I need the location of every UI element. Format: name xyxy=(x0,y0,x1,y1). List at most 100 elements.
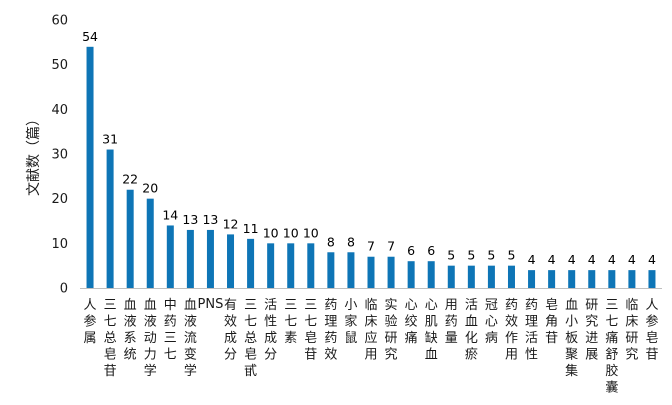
category-label: 用药量 xyxy=(445,298,458,346)
data-label: 5 xyxy=(508,248,516,263)
bar xyxy=(588,270,596,288)
data-label: 8 xyxy=(327,234,335,249)
y-tick-label: 30 xyxy=(51,148,68,163)
bar xyxy=(146,198,154,288)
category-label: PNS xyxy=(198,297,224,312)
bar xyxy=(628,270,636,288)
bar xyxy=(227,234,235,288)
data-label: 13 xyxy=(182,212,198,227)
data-label: 4 xyxy=(608,252,616,267)
category-label: 中药三七 xyxy=(164,298,177,363)
data-label: 31 xyxy=(102,132,118,147)
bar xyxy=(528,270,536,288)
category-label: 药理活性 xyxy=(525,298,538,363)
bar xyxy=(427,261,435,288)
bar xyxy=(648,270,656,288)
bar xyxy=(186,229,194,288)
bar xyxy=(367,256,375,288)
bar xyxy=(287,243,295,288)
category-label: 临床研究 xyxy=(625,298,638,363)
category-label: 心绞痛 xyxy=(405,298,418,346)
bar xyxy=(206,229,214,288)
category-label: 三七素 xyxy=(284,298,297,346)
bar xyxy=(347,252,355,288)
data-label: 54 xyxy=(82,29,98,44)
category-label: 冠心病 xyxy=(485,298,498,346)
category-label: 三七皂苷 xyxy=(304,298,317,363)
category-label: 药效作用 xyxy=(505,298,518,363)
y-tick-label: 0 xyxy=(60,282,68,297)
data-label: 4 xyxy=(568,252,576,267)
category-label: 血小板聚集 xyxy=(565,298,578,379)
y-axis-ticks: 0 10 20 30 40 50 60 xyxy=(51,14,68,297)
data-label: 10 xyxy=(303,225,319,240)
category-label: 人参属 xyxy=(84,298,97,346)
data-label: 22 xyxy=(122,172,138,187)
bar xyxy=(548,270,556,288)
bar xyxy=(327,252,335,288)
data-label: 8 xyxy=(347,234,355,249)
category-label: 有效成分 xyxy=(224,298,237,363)
data-label: 10 xyxy=(283,225,299,240)
bar xyxy=(608,270,616,288)
bar xyxy=(307,243,315,288)
y-tick-label: 50 xyxy=(51,58,68,73)
bar xyxy=(387,256,395,288)
bar xyxy=(126,189,134,288)
category-label: 血液流变学 xyxy=(184,298,197,379)
category-label: 血液动力学 xyxy=(144,298,157,379)
data-label: 5 xyxy=(487,248,495,263)
y-tick-label: 60 xyxy=(51,14,68,29)
data-label: 7 xyxy=(367,239,375,254)
category-label: 临床应用 xyxy=(364,298,377,363)
y-axis-title: 文献数（篇） xyxy=(26,112,42,196)
data-label: 11 xyxy=(243,221,259,236)
data-label: 4 xyxy=(548,252,556,267)
category-label: 活性成分 xyxy=(264,298,277,363)
y-tick-label: 10 xyxy=(51,237,68,252)
data-label: 4 xyxy=(588,252,596,267)
bar xyxy=(487,265,495,288)
category-label: 小家鼠 xyxy=(344,298,357,346)
category-label: 实验研究 xyxy=(385,298,398,363)
bars-group xyxy=(86,46,656,288)
data-label: 6 xyxy=(407,243,415,258)
data-label: 20 xyxy=(142,181,158,196)
category-label: 血液系统 xyxy=(124,298,137,363)
data-label: 5 xyxy=(467,248,475,263)
category-label: 三七总皂苷 xyxy=(104,298,117,379)
data-label: 10 xyxy=(263,225,279,240)
bar xyxy=(407,261,415,288)
bar xyxy=(507,265,515,288)
data-label: 4 xyxy=(528,252,536,267)
bar xyxy=(267,243,275,288)
bar xyxy=(106,149,114,288)
bar xyxy=(447,265,455,288)
data-label: 5 xyxy=(447,248,455,263)
data-label: 6 xyxy=(427,243,435,258)
data-label: 4 xyxy=(648,252,656,267)
category-label: 药理药效 xyxy=(324,298,337,363)
category-label: 三七痛舒胶囊 xyxy=(605,298,618,396)
category-label: 研究进展 xyxy=(585,298,598,363)
data-label: 12 xyxy=(223,216,239,231)
bar xyxy=(166,225,174,288)
category-label: 人参皂苷 xyxy=(645,298,658,363)
bar xyxy=(467,265,475,288)
category-label: 皂角苷 xyxy=(545,298,558,346)
y-tick-label: 20 xyxy=(51,192,68,207)
data-label: 13 xyxy=(202,212,218,227)
bar xyxy=(568,270,576,288)
category-label: 活血化瘀 xyxy=(465,298,478,363)
category-label: 心肌缺血 xyxy=(425,298,438,363)
bar xyxy=(86,46,94,288)
bar xyxy=(247,238,255,288)
y-tick-label: 40 xyxy=(51,103,68,118)
data-label: 14 xyxy=(162,207,178,222)
data-label: 4 xyxy=(628,252,636,267)
data-label: 7 xyxy=(387,239,395,254)
category-label: 三七总皂甙 xyxy=(244,298,257,379)
